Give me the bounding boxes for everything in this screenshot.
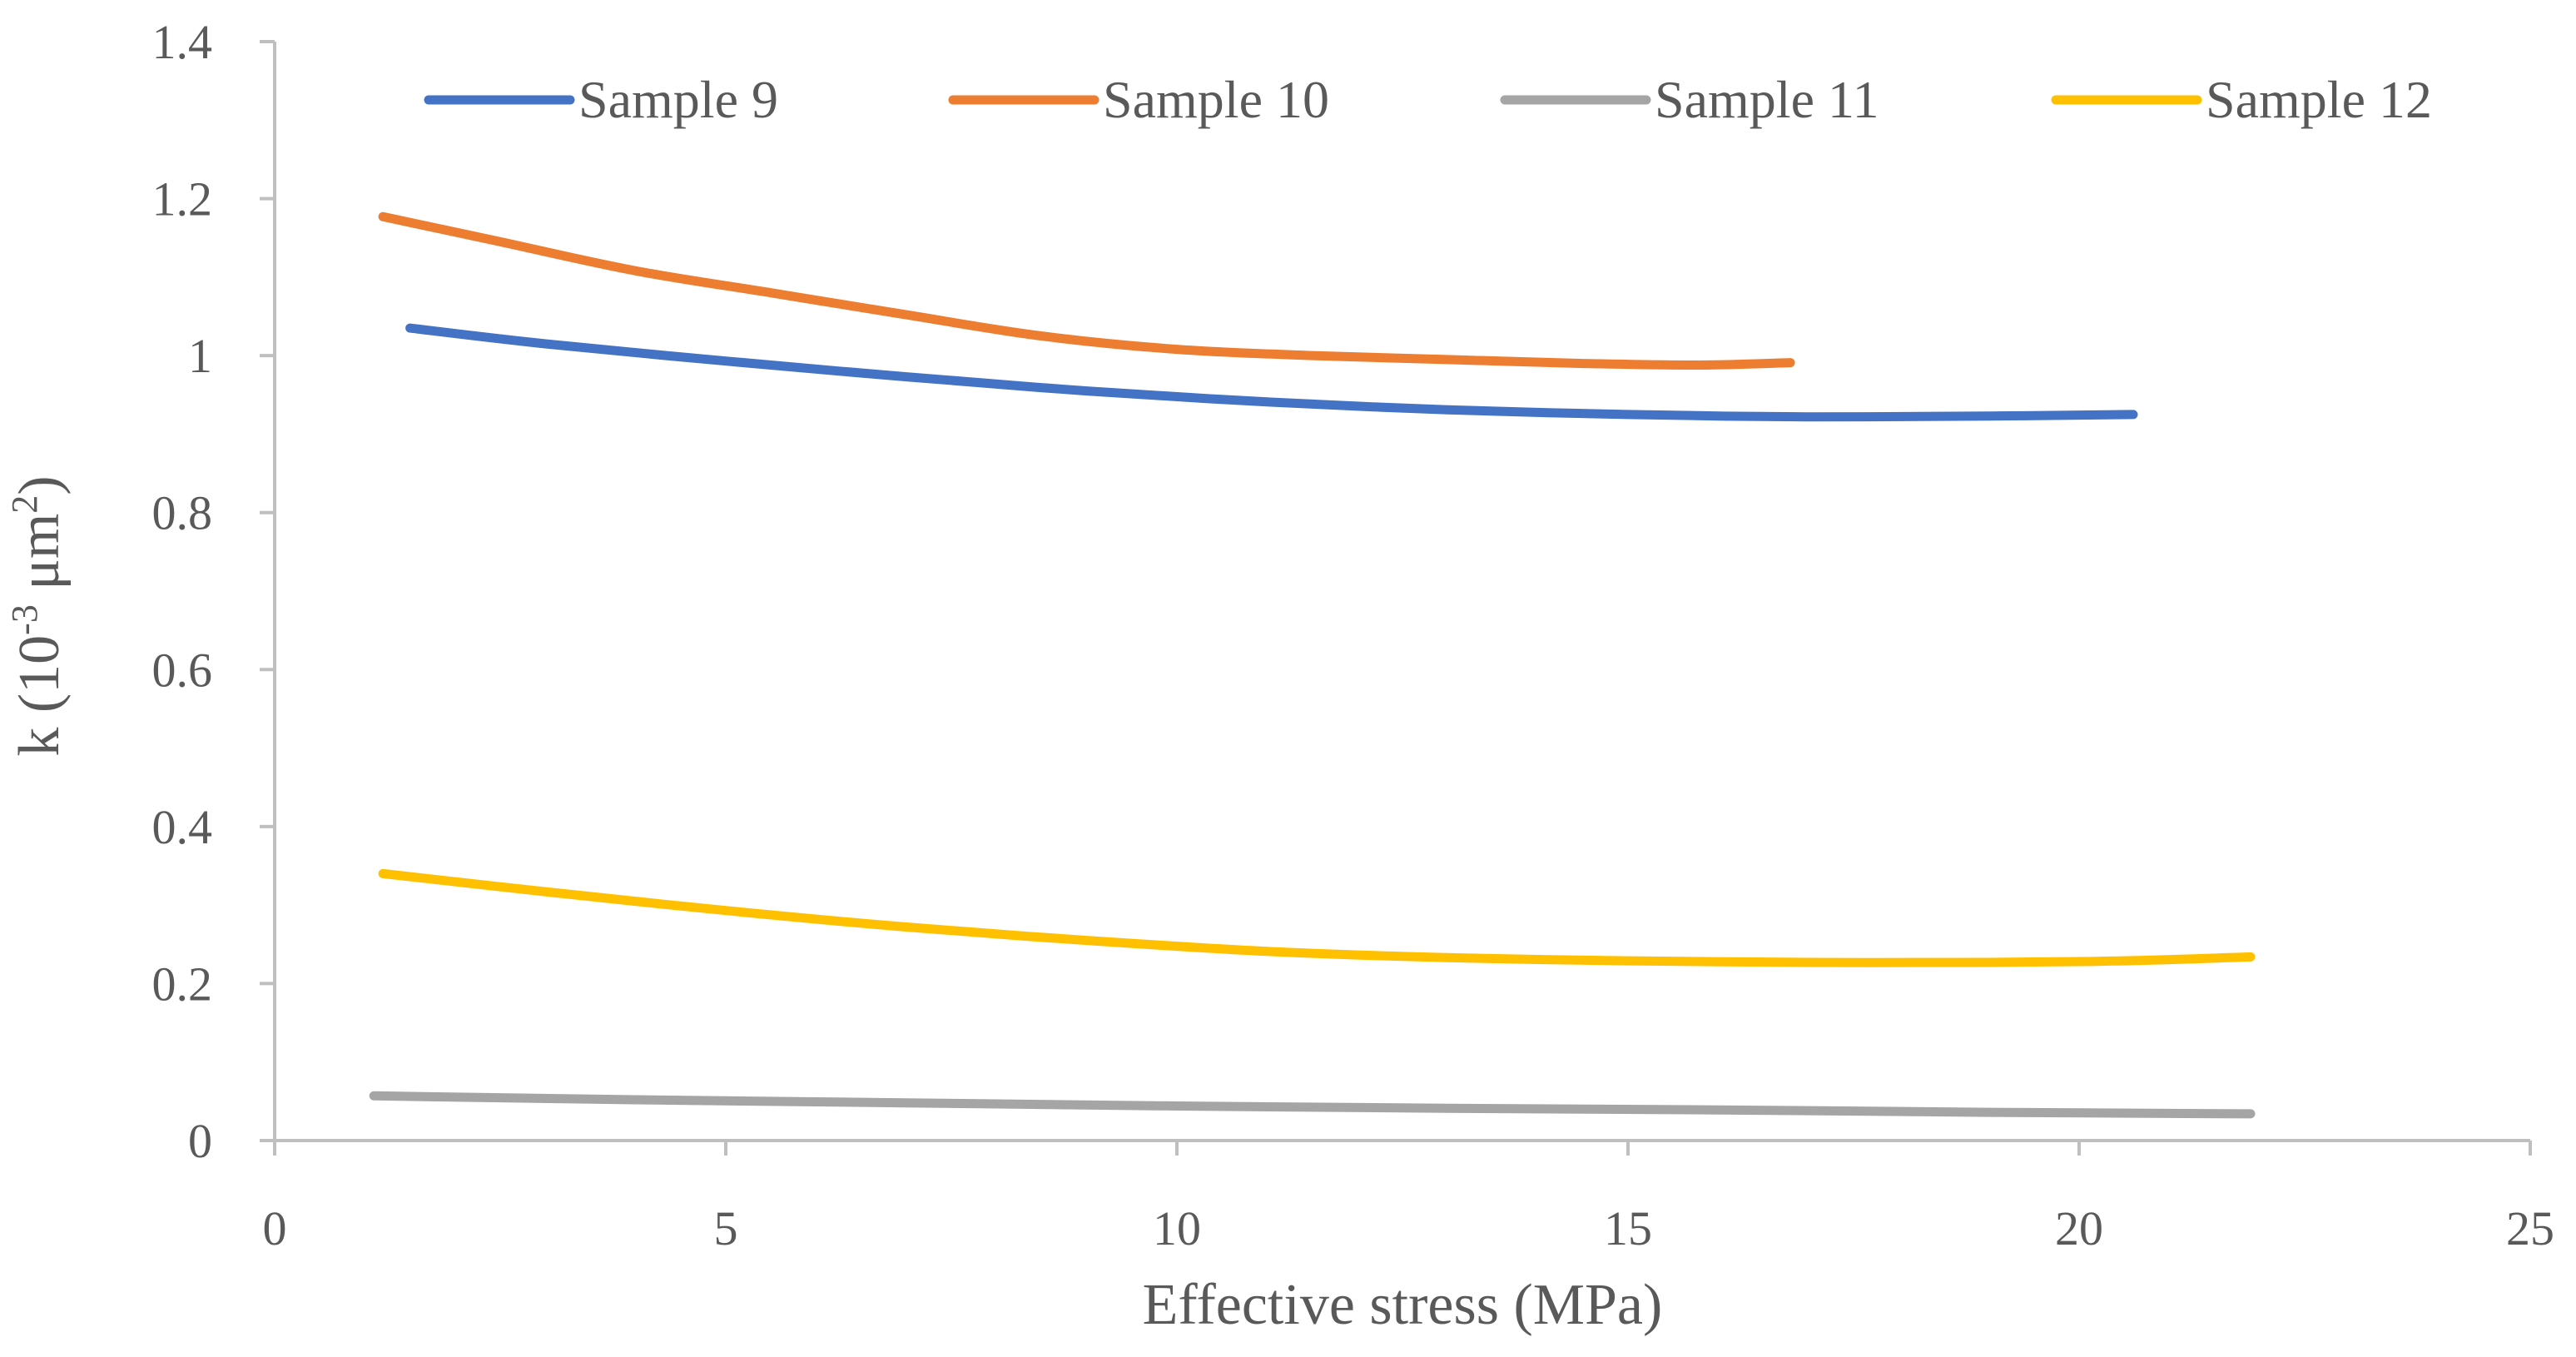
y-axis-title-exponent: -3: [4, 604, 45, 635]
x-axis-title: Effective stress (MPa): [1143, 1273, 1663, 1337]
y-tick-label: 1.2: [152, 172, 213, 226]
series-line-sample-12: [378, 868, 2256, 967]
y-axis-title-suffix: ): [7, 475, 72, 495]
legend-label-sample-12: Sample 12: [2206, 70, 2432, 129]
y-tick-label: 0: [188, 1114, 212, 1168]
legend-item-sample-9: Sample 9: [424, 70, 778, 129]
x-tick-label: 20: [2055, 1201, 2103, 1255]
x-tick-label: 0: [263, 1201, 287, 1255]
x-tick-label: 10: [1153, 1201, 1201, 1255]
legend-item-sample-10: Sample 10: [948, 70, 1329, 129]
y-axis-title-unit: μm: [7, 514, 72, 604]
series-line-sample-11: [369, 1091, 2256, 1119]
x-tick-label: 15: [1604, 1201, 1652, 1255]
series-layer: [369, 211, 2256, 1119]
legend-label-sample-10: Sample 10: [1103, 70, 1329, 129]
y-tick-label: 1.4: [152, 15, 213, 69]
y-axis-title-prefix: k (10: [7, 635, 72, 757]
series-line-sample-9: [405, 323, 2138, 422]
y-axis-title: k (10-3 μm2): [4, 475, 72, 756]
y-tick-label: 0.8: [152, 486, 213, 540]
labels-layer: Effective stress (MPa) k (10-3 μm2): [4, 475, 1662, 1337]
x-tick-label: 25: [2506, 1201, 2554, 1255]
y-tick-label: 0.4: [152, 800, 213, 854]
legend-label-sample-9: Sample 9: [578, 70, 778, 129]
legend: Sample 9 Sample 10 Sample 11 Sample 12: [424, 70, 2432, 129]
legend-item-sample-12: Sample 12: [2051, 70, 2432, 129]
legend-item-sample-11: Sample 11: [1500, 70, 1879, 129]
x-tick-label: 5: [714, 1201, 738, 1255]
y-tick-label: 0.6: [152, 643, 213, 697]
y-tick-label: 1: [188, 329, 212, 383]
series-line-sample-10: [378, 211, 1795, 370]
y-axis-title-unit-exponent: 2: [4, 495, 45, 514]
axes-layer: 0 0.2 0.4 0.6 0.8 1 1.2 1.4 0 5 10 15 20 25: [152, 15, 2555, 1255]
legend-label-sample-11: Sample 11: [1655, 70, 1879, 129]
y-tick-label: 0.2: [152, 957, 213, 1011]
